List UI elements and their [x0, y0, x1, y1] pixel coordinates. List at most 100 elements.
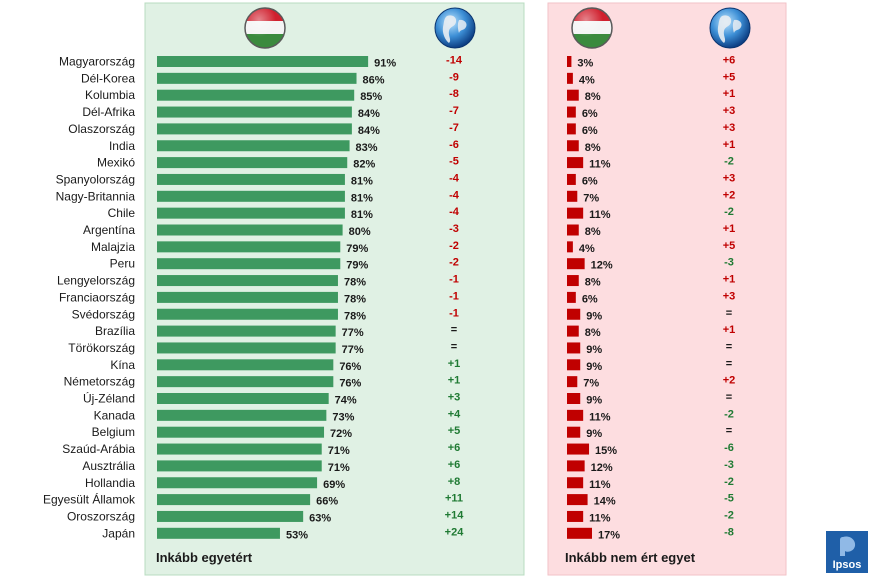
value-label: 81% [351, 192, 373, 204]
change-label: = [726, 307, 732, 319]
value-label: 79% [346, 260, 368, 272]
value-label: 4% [579, 74, 595, 86]
value-label: 81% [351, 209, 373, 221]
value-label: 14% [594, 496, 616, 508]
bar [157, 359, 334, 371]
change-label: = [451, 341, 457, 353]
change-label: -14 [446, 55, 463, 67]
disagree-bars: 3% +6 4% +5 8% +1 6% +3 6% +3 8% +1 11% -2 6% +3 7% +2 11%… [567, 55, 736, 541]
change-label: +1 [723, 223, 736, 235]
bar [157, 56, 369, 67]
bar [567, 89, 579, 101]
value-label: 11% [589, 159, 611, 171]
bar [567, 409, 584, 421]
country-label: Dél-Afrika [82, 105, 135, 119]
bar [567, 190, 578, 202]
bar [157, 72, 357, 84]
value-label: 8% [585, 91, 601, 103]
change-label: -2 [724, 476, 734, 488]
country-label: Ausztrália [82, 459, 135, 473]
bar [567, 359, 581, 371]
country-label: Argentína [83, 223, 135, 237]
bar [157, 190, 345, 202]
change-label: +3 [448, 392, 461, 404]
agree-footer-label: Inkább egyetért [156, 550, 253, 565]
bar [157, 527, 280, 539]
value-label: 71% [328, 445, 350, 457]
change-label: +3 [723, 122, 736, 134]
country-label: Malajzia [91, 240, 135, 254]
value-label: 77% [342, 327, 364, 339]
change-label: -1 [449, 307, 459, 319]
bar [157, 173, 345, 185]
bar [157, 426, 325, 438]
country-label: Oroszország [67, 509, 135, 523]
bar [157, 443, 322, 455]
change-label: -3 [449, 223, 459, 235]
value-label: 3% [577, 58, 593, 70]
value-label: 78% [344, 293, 366, 305]
value-label: 9% [586, 395, 602, 407]
change-label: +4 [448, 408, 461, 420]
change-label: -2 [724, 156, 734, 168]
country-label: Kanada [94, 408, 136, 422]
change-label: +24 [445, 526, 465, 538]
change-label: +1 [723, 88, 736, 100]
bar [567, 443, 590, 455]
change-label: +3 [723, 172, 736, 184]
bar [567, 140, 579, 152]
value-label: 8% [585, 226, 601, 238]
bar [567, 477, 584, 489]
change-label: +6 [723, 55, 736, 67]
change-label: -7 [449, 105, 459, 117]
bar [567, 291, 576, 303]
value-label: 9% [586, 428, 602, 440]
value-label: 8% [585, 277, 601, 289]
bar [157, 325, 336, 337]
value-label: 9% [586, 344, 602, 356]
change-label: -4 [449, 189, 460, 201]
country-label: Mexikó [97, 156, 135, 170]
change-label: = [726, 358, 732, 370]
bar [157, 477, 318, 489]
change-label: = [726, 341, 732, 353]
hungary-flag-icon [244, 7, 286, 49]
value-label: 6% [582, 293, 598, 305]
value-label: 12% [591, 260, 613, 272]
change-label: -2 [724, 408, 734, 420]
agree-bars: 91% -14 86% -9 85% -8 84% -7 84% -7 83% -6 82% -5 81% -… [157, 55, 465, 541]
change-label: = [726, 392, 732, 404]
country-label: Kolumbia [85, 88, 135, 102]
value-label: 11% [589, 209, 611, 221]
country-label: Törökország [68, 341, 135, 355]
bar [157, 342, 336, 354]
value-label: 85% [360, 91, 382, 103]
change-label: +8 [448, 476, 461, 488]
value-label: 66% [316, 496, 338, 508]
bar [157, 106, 352, 118]
bar [157, 275, 338, 287]
change-label: +1 [448, 375, 461, 387]
country-label: Franciaország [59, 290, 135, 304]
bar [567, 224, 579, 236]
change-label: +5 [723, 71, 736, 83]
change-label: -6 [449, 139, 459, 151]
globe-icon [434, 7, 476, 49]
country-label: Peru [110, 257, 135, 271]
value-label: 71% [328, 462, 350, 474]
disagree-footer-label: Inkább nem ért egyet [565, 550, 696, 565]
value-label: 86% [363, 74, 385, 86]
value-label: 78% [344, 277, 366, 289]
bar [157, 460, 322, 472]
change-label: -1 [449, 290, 459, 302]
country-label: Szaúd-Arábia [62, 442, 135, 456]
bar [157, 224, 343, 236]
bar [157, 308, 338, 320]
change-label: -1 [449, 274, 459, 286]
value-label: 6% [582, 108, 598, 120]
value-label: 76% [339, 378, 361, 390]
value-label: 9% [586, 361, 602, 373]
bar [567, 207, 584, 219]
value-label: 76% [339, 361, 361, 373]
